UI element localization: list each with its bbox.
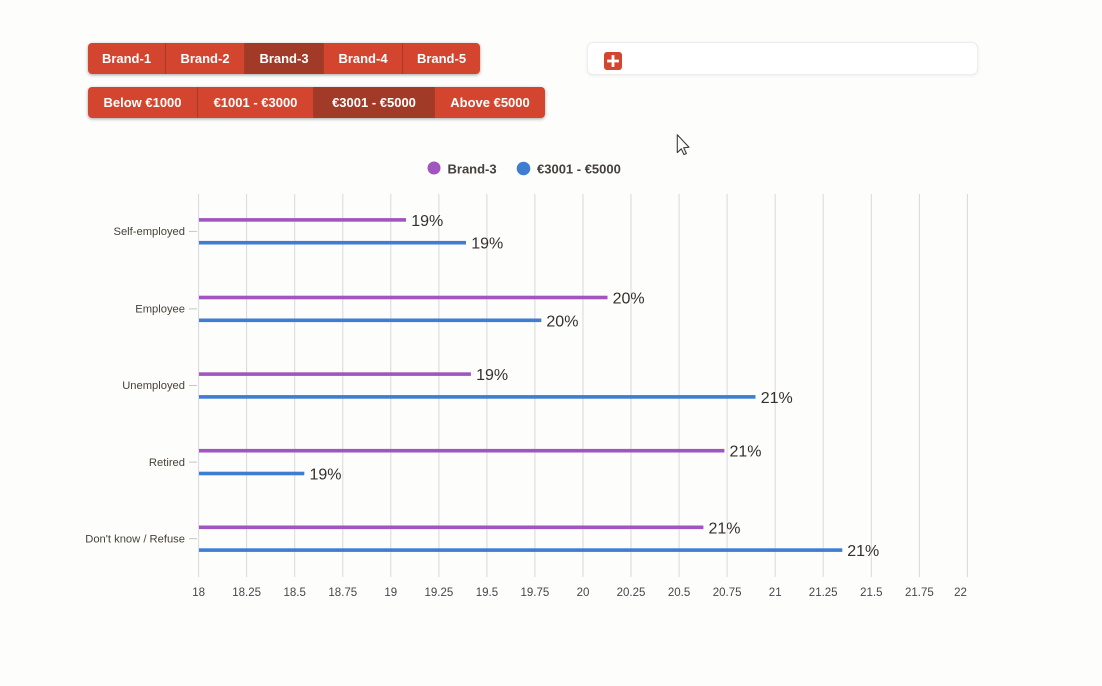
svg-text:Retired: Retired [149, 457, 185, 469]
svg-text:20.5: 20.5 [668, 587, 690, 599]
svg-text:18.25: 18.25 [232, 587, 261, 599]
svg-text:18: 18 [192, 587, 205, 599]
svg-text:Self-employed: Self-employed [113, 226, 185, 238]
svg-text:21%: 21% [761, 390, 793, 407]
svg-text:19.5: 19.5 [476, 587, 498, 599]
svg-text:Brand-3: Brand-3 [448, 161, 497, 176]
svg-text:21%: 21% [709, 520, 741, 537]
svg-text:20.75: 20.75 [713, 587, 742, 599]
svg-text:19.75: 19.75 [521, 587, 550, 599]
svg-text:20%: 20% [546, 313, 578, 330]
svg-text:18.75: 18.75 [328, 587, 357, 599]
svg-text:21.25: 21.25 [809, 587, 838, 599]
svg-text:19.25: 19.25 [425, 587, 454, 599]
svg-text:20.25: 20.25 [617, 587, 646, 599]
svg-text:21%: 21% [847, 543, 879, 560]
svg-text:Employee: Employee [135, 304, 185, 316]
svg-text:19%: 19% [411, 213, 443, 230]
svg-text:21.75: 21.75 [905, 587, 934, 599]
svg-text:19%: 19% [476, 367, 508, 384]
svg-text:Don't know / Refuse: Don't know / Refuse [85, 533, 185, 545]
svg-text:20: 20 [577, 587, 590, 599]
svg-text:19%: 19% [310, 467, 342, 484]
svg-text:€3001 - €5000: €3001 - €5000 [537, 161, 621, 176]
svg-text:Unemployed: Unemployed [122, 380, 185, 392]
svg-text:19%: 19% [471, 236, 503, 253]
svg-text:18.5: 18.5 [284, 587, 306, 599]
svg-text:21.5: 21.5 [860, 587, 882, 599]
svg-text:21%: 21% [730, 444, 762, 461]
svg-text:19: 19 [384, 587, 397, 599]
svg-text:22: 22 [954, 587, 967, 599]
svg-text:21: 21 [769, 587, 782, 599]
svg-text:20%: 20% [613, 291, 645, 308]
